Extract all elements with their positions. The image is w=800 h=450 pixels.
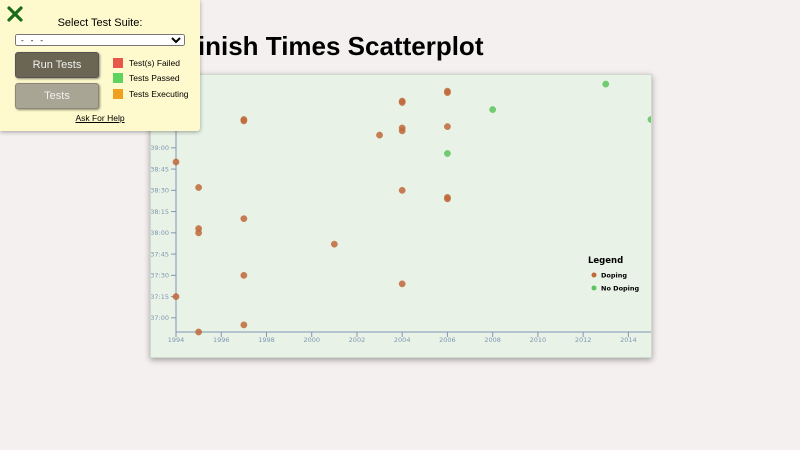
y-tick-label: 37:00 xyxy=(151,314,169,322)
doping-point xyxy=(398,124,406,132)
y-tick-label: 38:45 xyxy=(151,165,169,173)
x-tick-label: 1994 xyxy=(168,336,185,344)
no-doping-point xyxy=(443,150,451,157)
select-suite-label: Select Test Suite: xyxy=(57,17,143,29)
doping-point xyxy=(443,193,451,201)
x-tick-label: 1998 xyxy=(258,336,275,344)
legend-title: Legend xyxy=(588,256,623,266)
executing-color-swatch xyxy=(113,88,123,99)
y-tick-label: 39:00 xyxy=(151,144,169,152)
test-suite-panel: Select Test Suite: - - - Run Tests Tests… xyxy=(0,0,200,131)
legend-label: Doping xyxy=(601,272,627,280)
chart-panel: 1994 1996 1998 2000 2002 2004 2006 2008 2010 2012… xyxy=(150,74,652,358)
x-close-icon[interactable] xyxy=(6,4,24,24)
x-tick-label: 2010 xyxy=(530,336,547,344)
x-tick-label: 2004 xyxy=(394,336,411,344)
scatter-chart: 1994 1996 1998 2000 2002 2004 2006 2008 2010 2012… xyxy=(151,75,651,344)
no-doping-point xyxy=(489,106,497,114)
doping-point xyxy=(240,271,248,279)
status-passed-label: Tests Passed xyxy=(129,72,180,83)
legend-swatch xyxy=(591,285,597,291)
doping-point xyxy=(172,158,180,166)
failed-color-swatch xyxy=(113,57,123,68)
doping-point xyxy=(443,87,451,95)
x-tick-label: 2012 xyxy=(575,336,592,344)
run-tests-button[interactable]: Run Tests xyxy=(15,52,99,78)
legend-swatch xyxy=(591,272,597,278)
page-title: Finish Times Scatterplot xyxy=(182,31,484,61)
no-doping-point xyxy=(602,80,610,88)
test-suite-select[interactable]: - - - xyxy=(15,34,185,46)
y-tick-label: 38:15 xyxy=(151,208,169,216)
doping-point xyxy=(195,184,203,191)
y-tick-label: 37:15 xyxy=(151,293,169,301)
x-tick-label: 2014 xyxy=(620,336,637,344)
doping-point xyxy=(195,229,203,237)
status-executing: Tests Executing xyxy=(113,88,189,99)
x-tick-label: 1996 xyxy=(213,336,230,344)
no-doping-point xyxy=(647,116,651,123)
doping-point xyxy=(398,97,406,105)
doping-point xyxy=(330,240,338,248)
status-executing-label: Tests Executing xyxy=(129,88,189,99)
x-tick-label: 2006 xyxy=(439,336,456,344)
status-failed: Test(s) Failed xyxy=(113,57,180,68)
y-tick-label: 37:30 xyxy=(151,272,169,280)
doping-point xyxy=(240,215,248,223)
doping-point xyxy=(398,186,406,194)
status-failed-label: Test(s) Failed xyxy=(129,57,181,68)
y-tick-label: 38:30 xyxy=(151,187,169,195)
tests-button[interactable]: Tests xyxy=(15,83,99,109)
x-tick-label: 2002 xyxy=(349,336,366,344)
doping-point xyxy=(172,293,180,301)
y-tick-label: 37:45 xyxy=(151,250,169,258)
legend-label: No Doping xyxy=(601,285,640,293)
doping-point xyxy=(195,328,203,336)
x-tick-label: 2008 xyxy=(484,336,501,344)
status-passed: Tests Passed xyxy=(113,72,180,83)
y-tick-label: 38:00 xyxy=(151,229,169,237)
x-tick-label: 2000 xyxy=(303,336,320,344)
doping-point xyxy=(240,116,248,123)
ask-for-help-link[interactable]: Ask For Help xyxy=(75,113,125,123)
doping-point xyxy=(398,280,406,288)
doping-point xyxy=(376,131,384,139)
doping-point xyxy=(443,123,451,131)
doping-point xyxy=(240,321,248,329)
passed-color-swatch xyxy=(113,72,123,83)
